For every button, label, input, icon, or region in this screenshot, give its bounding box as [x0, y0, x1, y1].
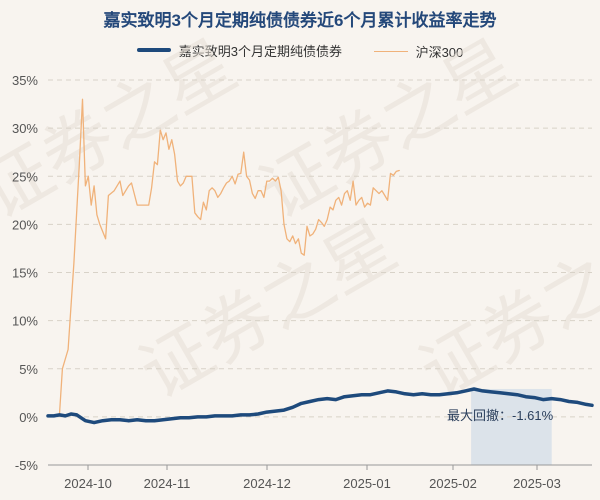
- y-tick-label-5: 10%: [12, 314, 38, 329]
- legend-item-index[interactable]: 沪深300: [373, 42, 464, 61]
- legend-label-index: 沪深300: [415, 45, 464, 60]
- x-tick-label-1: 2024-11: [144, 476, 191, 491]
- y-tick-label-3: 20%: [12, 217, 38, 232]
- series-line-index: [47, 98, 400, 418]
- watermark-1: 证券之星: [246, 24, 529, 235]
- legend-swatch-fund: [136, 48, 171, 52]
- x-tick-label-4: 2025-02: [429, 476, 477, 491]
- watermark-3: 证券之星: [406, 204, 600, 415]
- legend-swatch-index: [373, 51, 408, 52]
- y-tick-label-7: 0%: [19, 410, 38, 425]
- y-tick-label-0: 35%: [12, 73, 38, 88]
- x-tick-label-3: 2025-01: [343, 476, 391, 491]
- y-tick-label-8: -5%: [15, 458, 39, 473]
- series-line-fund: [46, 387, 594, 425]
- drawdown-label: 最大回撤：-1.61%: [447, 408, 554, 423]
- legend: 嘉实致明3个月定期纯债债券 沪深300: [0, 40, 600, 61]
- y-tick-label-2: 25%: [12, 169, 38, 184]
- watermark-2: 证券之星: [126, 204, 409, 415]
- x-tick-label-2: 2024-12: [243, 476, 291, 491]
- y-tick-label-6: 5%: [19, 362, 38, 377]
- drawdown-band: [471, 388, 552, 465]
- legend-item-fund[interactable]: 嘉实致明3个月定期纯债债券: [136, 41, 342, 60]
- chart-title: 嘉实致明3个月定期纯债债券近6个月累计收益率走势: [103, 11, 497, 30]
- y-tick-label-1: 30%: [12, 121, 38, 136]
- x-tick-label-5: 2025-03: [513, 476, 561, 491]
- x-tick-label-0: 2024-10: [64, 476, 112, 491]
- y-tick-label-4: 15%: [12, 266, 38, 281]
- legend-label-fund: 嘉实致明3个月定期纯债债券: [178, 43, 342, 59]
